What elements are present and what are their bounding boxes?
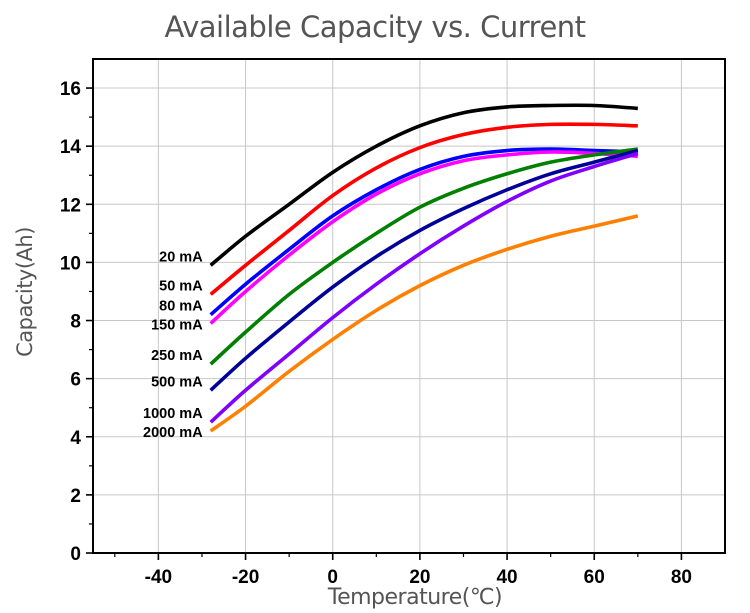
series-line-80-ma: [209, 147, 638, 317]
y-tick-label: 4: [70, 428, 81, 449]
series-label-250-ma: 250 mA: [151, 348, 203, 364]
x-tick-label: 0: [327, 567, 338, 588]
series-label-50-ma: 50 mA: [159, 278, 203, 294]
series-line-1000-ma: [209, 151, 639, 424]
series-label-2000-ma: 2000 mA: [143, 425, 203, 441]
series-label-500-ma: 500 mA: [151, 374, 203, 390]
y-tick-label: 12: [60, 195, 81, 216]
y-tick-label: 6: [70, 370, 81, 391]
x-tick-label: -40: [145, 567, 172, 588]
y-tick-label: 2: [70, 486, 81, 507]
series-line-250-ma: [209, 147, 639, 366]
series-line-20-ma: [209, 103, 638, 267]
series-label-150-ma: 150 mA: [151, 318, 203, 334]
x-tick-label: 80: [671, 567, 692, 588]
x-axis-label: Temperature(℃): [327, 585, 503, 610]
y-tick-label: 0: [70, 544, 81, 565]
y-tick-label: 8: [70, 312, 81, 333]
plot-frame: [92, 58, 726, 554]
y-tick-label: 16: [60, 79, 81, 100]
series-line-2000-ma: [209, 214, 639, 433]
chart-title: Available Capacity vs. Current: [164, 10, 586, 44]
y-tick-label: 10: [60, 253, 81, 274]
series-label-20-ma: 20 mA: [159, 249, 203, 265]
x-tick-label: 60: [584, 567, 605, 588]
series-line-50-ma: [209, 122, 638, 296]
x-tick-label: -20: [232, 567, 259, 588]
series-label-80-ma: 80 mA: [159, 299, 203, 315]
series-label-1000-ma: 1000 mA: [143, 406, 203, 422]
x-tick-label: 20: [409, 567, 430, 588]
series-line-500-ma: [209, 148, 639, 392]
x-tick-label: 40: [496, 567, 517, 588]
y-tick-label: 14: [60, 137, 82, 158]
series-line-150-ma: [209, 150, 638, 325]
